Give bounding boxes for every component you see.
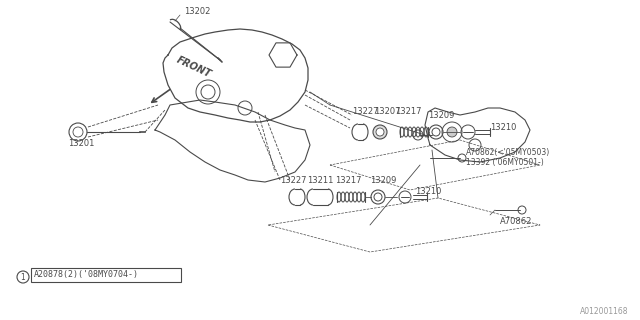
Text: A70862(<'05MY0503): A70862(<'05MY0503) bbox=[466, 148, 550, 156]
Circle shape bbox=[447, 127, 457, 137]
Text: 13207: 13207 bbox=[374, 107, 401, 116]
Circle shape bbox=[373, 125, 387, 139]
Text: 13227: 13227 bbox=[352, 107, 378, 116]
Text: 13211: 13211 bbox=[307, 176, 333, 185]
Text: 13392 ('06MY0501-): 13392 ('06MY0501-) bbox=[466, 157, 544, 166]
FancyBboxPatch shape bbox=[31, 268, 181, 282]
Text: 13209: 13209 bbox=[428, 111, 454, 120]
Text: 13227: 13227 bbox=[280, 176, 307, 185]
Text: 13210: 13210 bbox=[415, 188, 442, 196]
Circle shape bbox=[376, 128, 384, 136]
Text: 13209: 13209 bbox=[370, 176, 396, 185]
Text: 13210: 13210 bbox=[490, 124, 516, 132]
Text: 13201: 13201 bbox=[68, 140, 94, 148]
Text: A70862: A70862 bbox=[500, 217, 532, 226]
Text: FRONT: FRONT bbox=[175, 55, 213, 80]
Text: 13202: 13202 bbox=[184, 7, 211, 17]
Text: A20878(2)('08MY0704-): A20878(2)('08MY0704-) bbox=[34, 270, 139, 279]
Text: 13217: 13217 bbox=[335, 176, 362, 185]
Text: A012001168: A012001168 bbox=[579, 308, 628, 316]
Text: 13217: 13217 bbox=[395, 107, 422, 116]
Text: 1: 1 bbox=[20, 273, 26, 282]
